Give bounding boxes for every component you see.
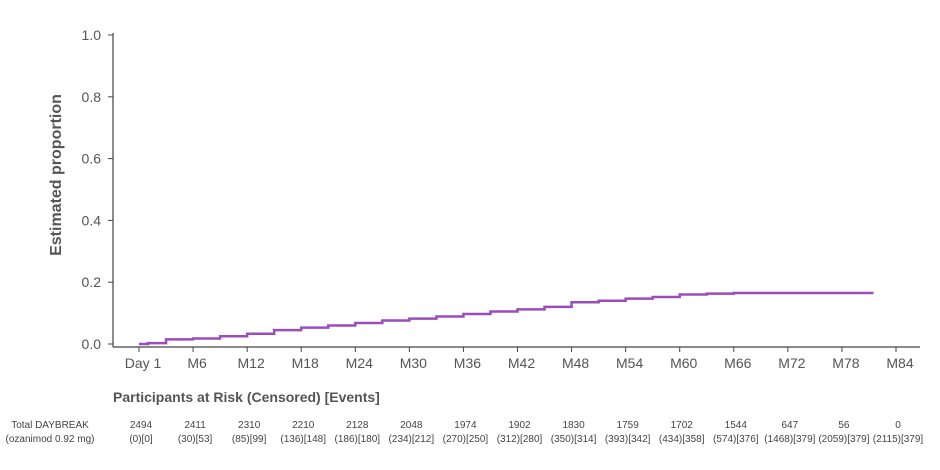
censored-events: (186)[180] [334,434,380,445]
censored-events: (2059)[379] [818,434,869,445]
x-tick-label: M48 [562,355,589,371]
censored-events: (574)[376] [713,434,759,445]
censored-events: (136)[148] [280,434,326,445]
censored-events: (2115)[379] [873,434,924,445]
censored-events: (312)[280] [497,434,543,445]
censored-events: (234)[212] [389,434,435,445]
at-risk-count: 2210 [292,420,315,431]
at-risk-count: 2128 [346,420,369,431]
risk-row-label-2: (ozanimod 0.92 mg) [6,434,95,445]
y-tick-label: 0.0 [82,336,102,352]
x-tick-label: M78 [832,355,859,371]
at-risk-count: 56 [838,420,850,431]
y-tick-label: 0.6 [82,151,102,167]
x-tick-label: M12 [238,355,265,371]
x-tick-label: M6 [187,355,207,371]
at-risk-count: 2411 [184,420,206,431]
at-risk-count: 1902 [508,420,531,431]
x-tick-label: M18 [292,355,319,371]
at-risk-count: 1702 [671,420,694,431]
x-tick-label: M66 [724,355,751,371]
at-risk-count: 1830 [562,420,585,431]
at-risk-count: 0 [895,420,901,431]
censored-events: (393)[342] [605,434,651,445]
x-tick-label: M36 [454,355,481,371]
at-risk-count: 1974 [454,420,477,431]
y-tick-label: 0.8 [82,89,102,105]
at-risk-count: 2048 [400,420,423,431]
censored-events: (434)[358] [659,434,705,445]
censored-events: (30)[53] [178,434,213,445]
risk-table-title: Participants at Risk (Censored) [Events] [113,389,380,405]
x-tick-label: M54 [616,355,643,371]
x-tick-label: Day 1 [125,355,162,371]
at-risk-count: 1759 [617,420,640,431]
censored-events: (270)[250] [443,434,489,445]
at-risk-count: 2310 [238,420,261,431]
y-tick-label: 0.2 [82,274,102,290]
at-risk-count: 2494 [130,420,153,431]
y-tick-label: 1.0 [82,27,102,43]
censored-events: (85)[99] [232,434,267,445]
x-tick-label: M60 [670,355,697,371]
at-risk-count: 1544 [725,420,748,431]
censored-events: (0)[0] [129,434,153,445]
censored-events: (350)[314] [551,434,597,445]
x-tick-label: M30 [400,355,427,371]
y-tick-label: 0.4 [82,212,102,228]
x-tick-label: M84 [886,355,913,371]
y-axis-label: Estimated proportion [48,94,65,256]
at-risk-count: 647 [782,420,799,431]
x-tick-label: M42 [508,355,535,371]
x-tick-label: M24 [346,355,373,371]
x-tick-label: M72 [778,355,805,371]
censored-events: (1468)[379] [764,434,815,445]
risk-row-label-1: Total DAYBREAK [11,420,89,431]
series-line [139,291,874,346]
